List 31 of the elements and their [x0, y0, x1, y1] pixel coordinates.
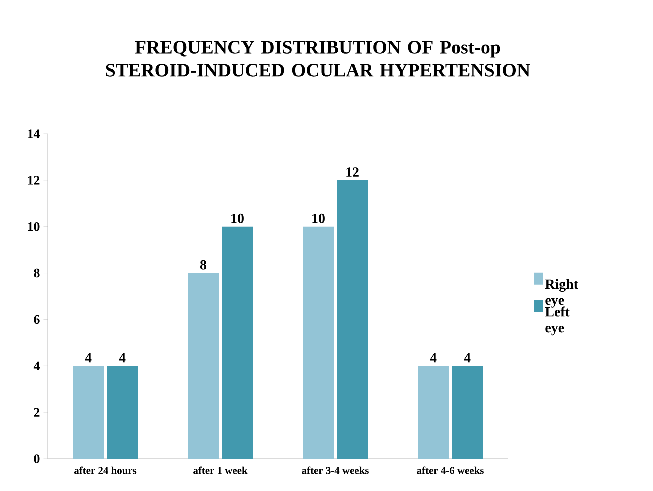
data-label: 4 [85, 353, 92, 363]
x-tick-label: after 1 week [194, 466, 248, 474]
data-label: 4 [119, 353, 126, 363]
data-label: 12 [346, 168, 359, 177]
bar [337, 180, 368, 459]
bar [452, 366, 484, 459]
y-tick-label: 10 [28, 222, 40, 232]
bar [303, 226, 334, 459]
y-tick-label: 2 [34, 408, 40, 417]
bar [418, 366, 450, 459]
bar [222, 226, 254, 459]
bar [73, 366, 104, 459]
data-label: 4 [430, 353, 437, 363]
y-tick-label: 6 [34, 315, 40, 324]
data-label: 10 [312, 214, 325, 224]
x-tick-label: after 4-6 weeks [417, 466, 484, 474]
chart-title: FREQUENCY DISTRIBUTION OF Post-op STEROID-INDUCED OCULAR HYPERTENSION [106, 41, 530, 77]
x-tick-label: after 3-4 weeks [302, 466, 369, 474]
legend-label: Right eye [545, 279, 578, 308]
data-label: 10 [232, 214, 244, 224]
y-tick-label: 12 [28, 176, 40, 185]
data-label: 8 [200, 260, 207, 270]
y-tick-label: 14 [28, 130, 40, 138]
bar [188, 273, 220, 459]
y-tick-label: 0 [34, 454, 40, 464]
y-tick-label: 4 [34, 362, 40, 370]
y-tick-label: 8 [34, 268, 40, 278]
bar [107, 366, 138, 459]
x-tick-label: after 24 hours [74, 466, 137, 474]
data-label: 4 [464, 353, 471, 363]
legend-label: Left eye [545, 306, 570, 336]
